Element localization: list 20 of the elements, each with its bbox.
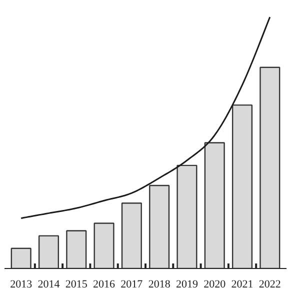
bar bbox=[66, 230, 87, 268]
x-tick-label: 2018 bbox=[148, 278, 171, 290]
x-tick-label: 2013 bbox=[10, 278, 33, 290]
bar bbox=[121, 202, 142, 268]
bar bbox=[94, 222, 114, 268]
x-tick-label: 2020 bbox=[204, 278, 226, 290]
x-tick-label: 2019 bbox=[176, 278, 198, 290]
x-tick-label: 2022 bbox=[258, 278, 281, 290]
bar bbox=[38, 235, 60, 268]
bar bbox=[149, 184, 170, 268]
bar bbox=[10, 248, 32, 268]
bar bbox=[204, 142, 225, 268]
x-tick-label: 2017 bbox=[120, 278, 144, 290]
bar bbox=[176, 164, 198, 268]
bar bbox=[232, 104, 253, 268]
bar bbox=[260, 66, 280, 268]
x-tick-label: 2014 bbox=[38, 278, 60, 290]
x-tick-label: 2016 bbox=[93, 278, 116, 290]
x-tick-label: 2015 bbox=[65, 278, 88, 290]
x-tick-label: 2021 bbox=[231, 278, 254, 290]
